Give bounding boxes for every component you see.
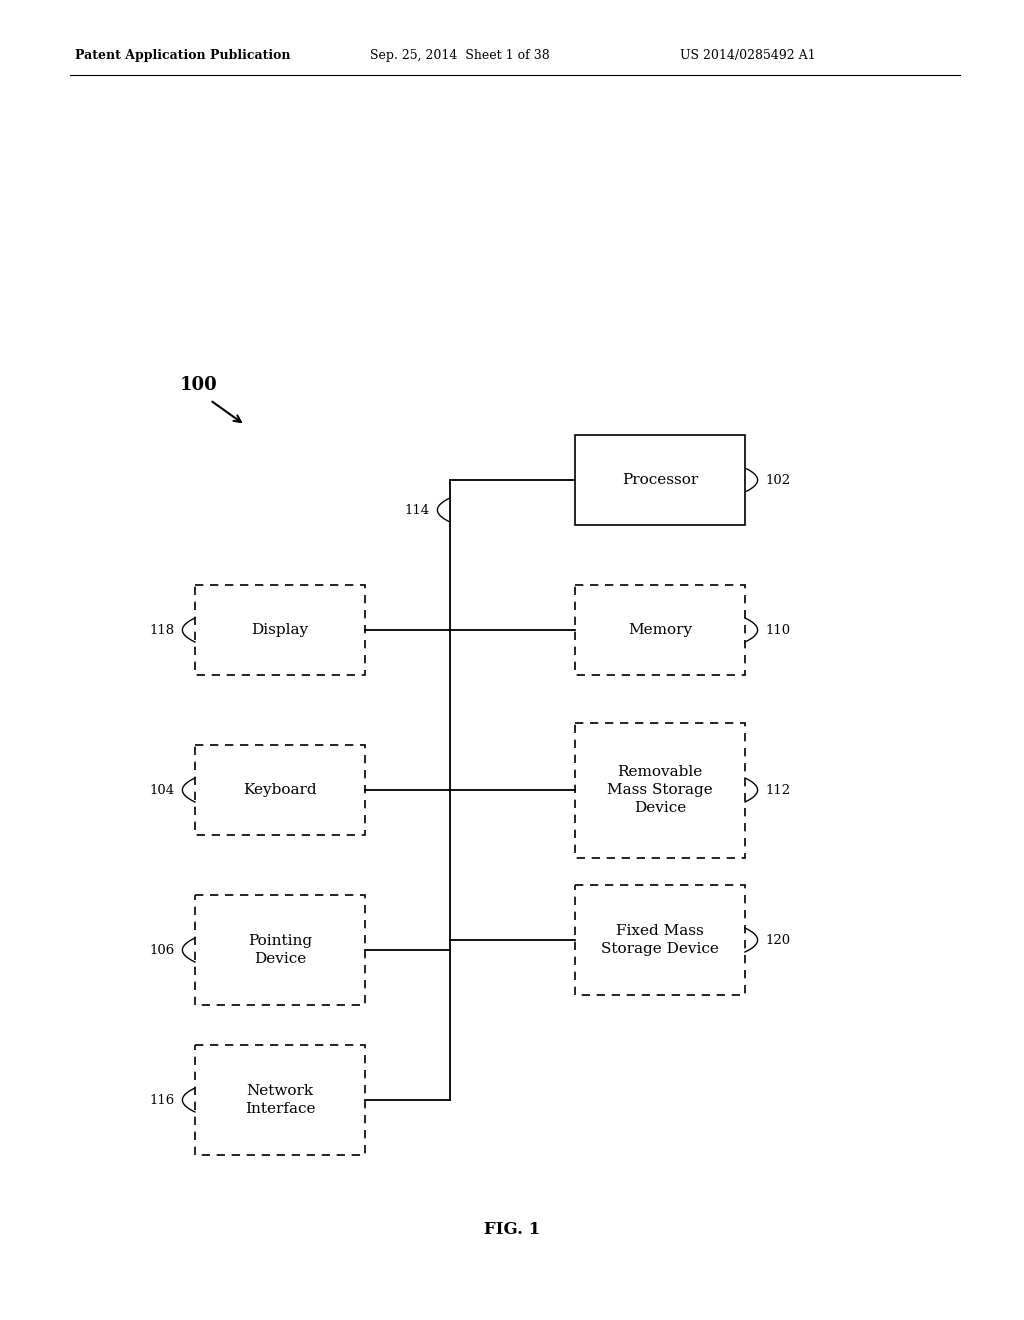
Text: 102: 102 xyxy=(765,474,791,487)
Text: 100: 100 xyxy=(180,376,218,393)
Text: Memory: Memory xyxy=(628,623,692,638)
Bar xyxy=(575,436,745,525)
Text: Patent Application Publication: Patent Application Publication xyxy=(75,49,291,62)
Text: 114: 114 xyxy=(404,503,430,516)
Bar xyxy=(195,895,365,1005)
Bar xyxy=(195,1045,365,1155)
Text: Sep. 25, 2014  Sheet 1 of 38: Sep. 25, 2014 Sheet 1 of 38 xyxy=(370,49,550,62)
Text: 104: 104 xyxy=(150,784,175,796)
Bar xyxy=(575,884,745,995)
Text: 118: 118 xyxy=(150,623,175,636)
Bar xyxy=(575,722,745,858)
Text: 112: 112 xyxy=(765,784,791,796)
Text: 120: 120 xyxy=(765,933,791,946)
Text: 110: 110 xyxy=(765,623,791,636)
Text: Pointing
Device: Pointing Device xyxy=(248,933,312,966)
Text: US 2014/0285492 A1: US 2014/0285492 A1 xyxy=(680,49,816,62)
Text: 116: 116 xyxy=(150,1093,175,1106)
Text: FIG. 1: FIG. 1 xyxy=(484,1221,540,1238)
Text: 106: 106 xyxy=(150,944,175,957)
Text: Network
Interface: Network Interface xyxy=(245,1084,315,1117)
Bar xyxy=(575,585,745,675)
Text: Keyboard: Keyboard xyxy=(243,783,316,797)
Text: Display: Display xyxy=(252,623,308,638)
Text: Processor: Processor xyxy=(622,473,698,487)
Text: Removable
Mass Storage
Device: Removable Mass Storage Device xyxy=(607,764,713,816)
Bar xyxy=(195,744,365,836)
Text: Fixed Mass
Storage Device: Fixed Mass Storage Device xyxy=(601,924,719,956)
Bar xyxy=(195,585,365,675)
